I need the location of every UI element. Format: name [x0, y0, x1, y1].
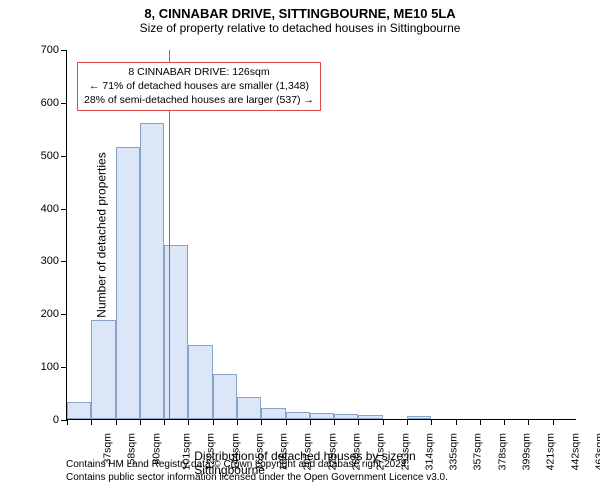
x-tick: [67, 419, 68, 425]
annotation-line: ← 71% of detached houses are smaller (1,…: [84, 79, 314, 93]
annotation-box: 8 CINNABAR DRIVE: 126sqm← 71% of detache…: [77, 62, 321, 111]
x-tick: [358, 419, 359, 425]
y-tick-label: 0: [53, 414, 59, 426]
y-tick: [61, 103, 67, 104]
y-tick: [61, 156, 67, 157]
bar: [140, 123, 164, 419]
y-tick: [61, 261, 67, 262]
plot-area: Number of detached properties Distributi…: [66, 50, 576, 420]
x-tick: [213, 419, 214, 425]
bar: [358, 415, 382, 419]
x-tick: [237, 419, 238, 425]
y-tick-label: 700: [41, 44, 59, 56]
x-tick: [553, 419, 554, 425]
y-tick-label: 100: [41, 361, 59, 373]
x-tick: [456, 419, 457, 425]
x-tick: [504, 419, 505, 425]
bar: [213, 374, 237, 419]
bar: [334, 414, 358, 419]
y-tick: [61, 367, 67, 368]
footer-line-1: Contains HM Land Registry data © Crown c…: [66, 458, 448, 471]
chart-title-sub: Size of property relative to detached ho…: [8, 21, 592, 35]
x-tick-label: 335sqm: [448, 433, 460, 470]
y-tick-label: 600: [41, 97, 59, 109]
x-tick-label: 399sqm: [520, 433, 532, 470]
x-tick-label: 463sqm: [593, 433, 600, 470]
bar: [188, 345, 212, 419]
bar: [310, 413, 334, 419]
x-tick: [116, 419, 117, 425]
x-tick: [310, 419, 311, 425]
x-tick: [261, 419, 262, 425]
x-tick: [528, 419, 529, 425]
footer-line-2: Contains public sector information licen…: [66, 471, 448, 484]
x-tick: [407, 419, 408, 425]
bar: [91, 320, 115, 419]
bar: [67, 402, 91, 419]
x-tick: [334, 419, 335, 425]
x-tick: [188, 419, 189, 425]
y-tick: [61, 314, 67, 315]
bar: [116, 147, 140, 419]
x-tick: [140, 419, 141, 425]
y-tick-label: 500: [41, 150, 59, 162]
x-tick: [91, 419, 92, 425]
y-tick-label: 300: [41, 255, 59, 267]
footer: Contains HM Land Registry data © Crown c…: [66, 458, 448, 484]
x-tick: [480, 419, 481, 425]
x-tick-label: 357sqm: [472, 433, 484, 470]
annotation-line: 8 CINNABAR DRIVE: 126sqm: [84, 65, 314, 79]
y-tick-label: 400: [41, 203, 59, 215]
bar: [407, 416, 431, 419]
bar: [237, 397, 261, 419]
x-tick-label: 378sqm: [496, 433, 508, 470]
x-tick-label: 442sqm: [569, 433, 581, 470]
annotation-line: 28% of semi-detached houses are larger (…: [84, 93, 314, 107]
bar: [286, 412, 310, 419]
y-tick: [61, 50, 67, 51]
x-tick: [383, 419, 384, 425]
x-tick: [431, 419, 432, 425]
y-tick: [61, 209, 67, 210]
x-tick-label: 421sqm: [545, 433, 557, 470]
x-tick: [164, 419, 165, 425]
bar: [261, 408, 285, 419]
y-tick-label: 200: [41, 308, 59, 320]
chart-title-main: 8, CINNABAR DRIVE, SITTINGBOURNE, ME10 5…: [8, 6, 592, 21]
chart-container: 8, CINNABAR DRIVE, SITTINGBOURNE, ME10 5…: [8, 6, 592, 492]
x-tick: [286, 419, 287, 425]
